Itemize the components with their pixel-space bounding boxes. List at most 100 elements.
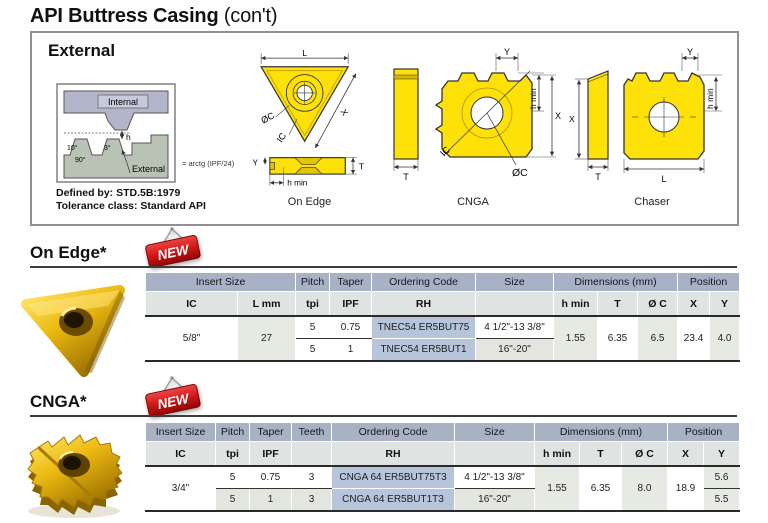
col-header-ic: IC [145,291,238,317]
angle-3-label: 3° [104,144,111,152]
cell-teeth: 3 [291,488,332,512]
cell-teeth: 3 [291,465,332,489]
y-dim-label: Y [687,47,693,57]
col-header-tpi: tpi [295,291,331,317]
col-header-dc: Ø C [620,441,669,467]
on-edge-drawing: L ØC IC X Y T h m [237,45,382,208]
cell-size: 4 1/2"-13 3/8" [454,465,535,489]
external-heading: External [48,41,116,60]
col-header-y: Y [703,441,741,467]
external-panel: External Internal h 10° 90° 3° External … [30,31,739,226]
cell-t: 6.35 [597,315,639,362]
cell-l-mm: 27 [236,315,297,362]
cnga-section-heading: CNGA* [30,392,87,411]
col-header-rh: RH [371,291,477,317]
cell-tpi: 5 [295,338,331,362]
hmin-dim-label: h min [287,179,307,188]
section-divider [30,266,737,268]
group-header-taper: Taper [329,272,373,292]
cell-x: 23.4 [677,315,711,362]
cell-t: 6.35 [579,465,622,512]
y-dim-label: Y [252,158,258,167]
cell-y: 5.5 [703,488,741,512]
cell-y: 4.0 [709,315,741,362]
group-header-position: Position [667,422,741,442]
cell-h-min: 1.55 [553,315,599,362]
new-badge: NEW [145,376,201,417]
chaser-caption: Chaser [634,196,670,208]
cnga-caption: CNGA [457,196,489,208]
hmin-dim-label: h min [528,88,538,109]
col-header-h-min: h min [553,291,599,317]
cnga-insert-photo [27,434,123,518]
group-header-pitch: Pitch [295,272,331,292]
dc-dim-label: ØC [259,110,276,125]
col-header-x: X [667,441,705,467]
defined-by-line: Defined by: STD.5B:1979 [56,187,181,199]
cnga-table: Insert Size Pitch Taper Teeth Ordering C… [145,422,741,512]
new-badge-text: NEW [156,391,191,412]
cell-dc: 8.0 [620,465,669,512]
cell-size: 4 1/2"-13 3/8" [475,315,555,339]
col-header-t: T [579,441,622,467]
col-header-ipf: IPF [329,291,373,317]
on-edge-table: Insert Size Pitch Taper Ordering Code Si… [144,272,741,362]
cell-ordering-code: TNEC54 ER5BUT75 [371,315,477,339]
tolerance-line: Tolerance class: Standard API [56,200,206,212]
on-edge-section-heading: On Edge* [30,243,107,262]
group-header-pitch: Pitch [215,422,250,442]
page-title-bold: API Buttress Casing [30,5,219,27]
col-header-t: T [597,291,639,317]
l-dim-label: L [302,48,307,58]
cell-ipf: 1 [329,338,373,362]
cnga-drawing: T Y h min X IC ØC CNGA [384,45,562,208]
col-header-size-blank [475,291,555,317]
col-header-size-blank [454,441,535,467]
col-header-teeth-blank [291,441,332,467]
cell-ic: 3/4" [145,465,216,512]
on-edge-caption: On Edge [287,196,332,208]
group-header-taper: Taper [249,422,292,442]
col-header-h-min: h min [534,441,580,467]
cell-dc: 6.5 [637,315,679,362]
new-badge: NEW [145,227,201,268]
page-title: API Buttress Casing (con't) [30,5,278,28]
col-header-ic: IC [145,441,216,467]
chaser-drawing: X T L Y h min Chaser [568,45,736,208]
cell-ordering-code: TNEC54 ER5BUT1 [371,338,477,362]
internal-label: Internal [108,97,138,107]
cell-tpi: 5 [215,488,250,512]
col-header-tpi: tpi [215,441,250,467]
group-header-ordering-code: Ordering Code [371,272,477,292]
col-header-ipf: IPF [249,441,292,467]
h-dim-label: h [126,132,131,142]
cell-tpi: 5 [215,465,250,489]
col-header-rh: RH [331,441,455,467]
col-header-dc: Ø C [637,291,679,317]
thread-profile-diagram: Internal h 10° 90° 3° External [56,83,176,188]
cell-ipf: 0.75 [249,465,292,489]
t-dim-label: T [595,172,601,182]
group-header-insert-size: Insert Size [145,422,216,442]
t-dim-label: T [403,172,409,182]
angle-90-label: 90° [75,156,86,164]
x-dim-label: X [555,111,561,121]
group-header-position: Position [677,272,741,292]
page-title-suffix: (con't) [218,5,278,27]
group-header-size: Size [475,272,555,292]
group-header-insert-size: Insert Size [144,272,297,292]
external-shape-label: External [132,164,165,174]
cell-y: 5.6 [703,465,741,489]
angle-10-label: 10° [67,144,78,152]
cell-x: 18.9 [667,465,705,512]
col-header-x: X [677,291,711,317]
cell-ordering-code: CNGA 64 ER5BUT1T3 [331,488,455,512]
y-dim-label: Y [504,47,510,57]
cell-ipf: 1 [249,488,292,512]
col-header-y: Y [709,291,741,317]
cell-ordering-code: CNGA 64 ER5BUT75T3 [331,465,455,489]
group-header-size: Size [454,422,535,442]
group-header-teeth: Teeth [291,422,332,442]
cell-ic: 5/8" [145,315,238,362]
cell-tpi: 5 [295,315,331,339]
